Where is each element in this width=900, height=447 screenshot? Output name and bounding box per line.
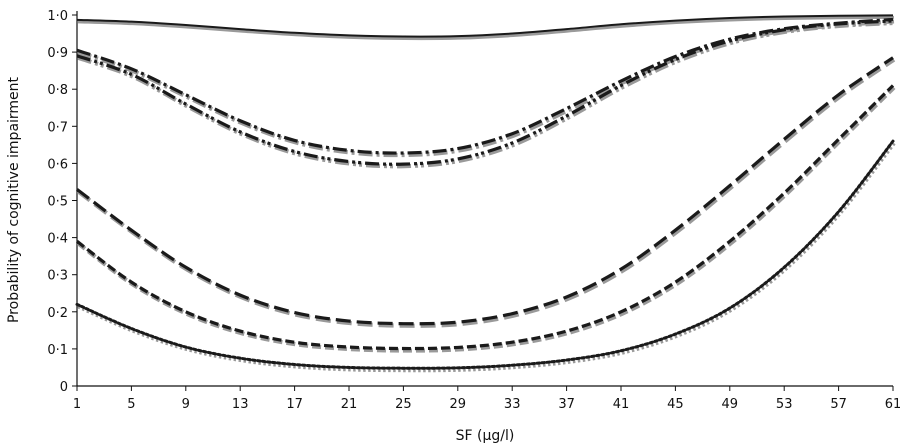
x-tick-label: 41 xyxy=(613,397,630,412)
x-tick-label: 13 xyxy=(232,397,249,412)
x-axis-label: SF (µg/l) xyxy=(456,428,515,444)
x-tick-label: 49 xyxy=(722,397,739,412)
x-tick-label: 21 xyxy=(341,397,358,412)
x-tick-label: 1 xyxy=(73,397,81,412)
y-tick-label: 0·9 xyxy=(47,46,68,61)
series-6-shadow xyxy=(77,141,896,373)
x-tick-label: 53 xyxy=(776,397,793,412)
y-tick-label: 0·5 xyxy=(47,195,68,210)
y-tick-label: 0·2 xyxy=(47,306,68,321)
series-2-line xyxy=(76,17,894,155)
axes xyxy=(76,11,893,387)
series-1-shadow xyxy=(77,15,895,41)
x-tick-label: 45 xyxy=(667,397,684,412)
x-axis-ticks: 1 5 9 13 17 21 25 29 33 37 41 45 49 53 57 61 xyxy=(73,386,900,412)
series-5-shadow xyxy=(76,85,896,353)
y-tick-label: 0·3 xyxy=(47,269,68,284)
y-tick-label: 0·4 xyxy=(47,232,68,247)
x-tick-label: 33 xyxy=(504,397,521,412)
y-tick-label: 0·8 xyxy=(47,83,68,98)
y-tick-label: 0·6 xyxy=(47,157,68,172)
y-tick-label: 0·7 xyxy=(47,120,68,135)
series-group xyxy=(75,14,896,373)
x-tick-label: 37 xyxy=(558,397,575,412)
series-5-line xyxy=(76,84,895,351)
x-tick-label: 9 xyxy=(182,397,190,412)
x-tick-label: 25 xyxy=(395,397,412,412)
series-4-shadow xyxy=(76,57,896,328)
y-tick-label: 0·1 xyxy=(47,343,68,358)
y-axis-ticks: 0 0·1 0·2 0·3 0·4 0·5 0·6 0·7 0·8 0·9 1·0 xyxy=(47,9,77,395)
series-3-line xyxy=(76,19,894,166)
series-6-line xyxy=(75,139,895,370)
series-2-shadow xyxy=(77,19,895,158)
x-tick-label: 61 xyxy=(885,397,900,412)
y-axis-label: Probability of cognitive impairment xyxy=(6,76,22,323)
series-3-shadow xyxy=(77,20,895,169)
series-1-line xyxy=(76,14,894,38)
y-tick-label: 0 xyxy=(60,380,68,395)
x-tick-label: 5 xyxy=(127,397,135,412)
series-4-line xyxy=(76,56,894,326)
x-tick-label: 57 xyxy=(830,397,847,412)
x-tick-label: 29 xyxy=(450,397,467,412)
x-tick-label: 17 xyxy=(286,397,303,412)
y-tick-label: 1·0 xyxy=(47,9,68,24)
